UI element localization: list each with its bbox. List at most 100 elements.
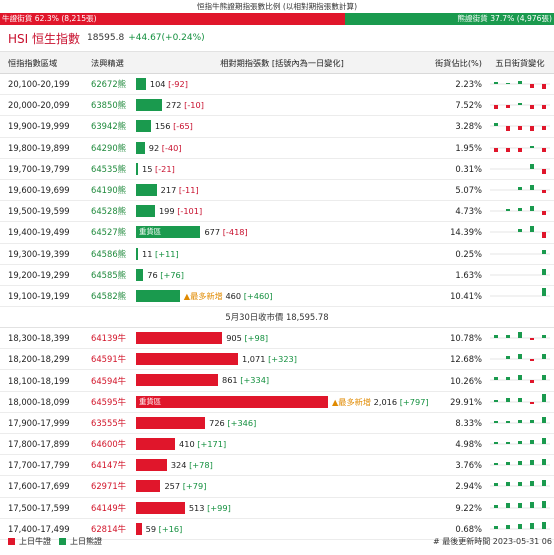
range-cell: 19,100-19,199 bbox=[8, 290, 70, 301]
spark-bar bbox=[494, 377, 498, 381]
product-code-link[interactable]: 64190熊 bbox=[85, 184, 136, 196]
product-code[interactable]: 64594牛 bbox=[91, 375, 127, 386]
spark-bar bbox=[542, 500, 546, 508]
product-code-link[interactable]: 64600牛 bbox=[85, 438, 136, 450]
contracts-number: 156 bbox=[154, 121, 171, 132]
product-code[interactable]: 64528熊 bbox=[91, 206, 127, 217]
spark-bar bbox=[530, 380, 534, 384]
five-day-spark bbox=[486, 138, 554, 158]
share-pct: 2.94% bbox=[455, 481, 482, 492]
spark-bar bbox=[542, 268, 546, 275]
spark-bar bbox=[530, 481, 534, 487]
range-cell: 19,400-19,499 bbox=[8, 227, 70, 238]
product-code[interactable]: 64586熊 bbox=[91, 248, 127, 259]
contracts-bar bbox=[136, 99, 162, 112]
daily-change: [+99] bbox=[207, 502, 231, 513]
product-code[interactable]: 64595牛 bbox=[91, 396, 127, 407]
bear-ratio-label: 熊證街貨 37.7% (4,976張) bbox=[457, 14, 552, 23]
daily-change: [+98] bbox=[244, 333, 269, 344]
product-code-link[interactable]: 64582熊 bbox=[85, 290, 136, 302]
share-pct: 3.28% bbox=[455, 121, 482, 132]
table-row: 19,500-19,599 64528熊 199 [-101] 4.73% bbox=[0, 201, 554, 223]
spark-chart bbox=[490, 287, 550, 297]
product-code-link[interactable]: 64149牛 bbox=[85, 502, 136, 514]
spark-bar bbox=[506, 502, 510, 508]
spark-bar bbox=[542, 168, 546, 174]
product-code[interactable]: 63850熊 bbox=[91, 100, 127, 111]
product-code-link[interactable]: 64595牛 bbox=[85, 396, 136, 408]
contracts-number: 460 bbox=[225, 290, 242, 301]
product-code-link[interactable]: 63555牛 bbox=[85, 417, 136, 429]
spark-bar bbox=[494, 147, 498, 152]
product-code-link[interactable]: 62814牛 bbox=[85, 523, 136, 535]
product-code[interactable]: 63942熊 bbox=[91, 121, 127, 132]
product-code[interactable]: 64585熊 bbox=[91, 269, 127, 280]
range-cell: 18,200-18,299 bbox=[8, 354, 70, 365]
contracts-value: 861 [+334] bbox=[222, 370, 269, 390]
spark-bar bbox=[542, 211, 546, 216]
spark-bar bbox=[494, 105, 498, 110]
contracts-bar bbox=[136, 374, 218, 387]
product-code-link[interactable]: 64586熊 bbox=[85, 248, 136, 260]
spark-bar bbox=[530, 501, 534, 508]
spark-bar bbox=[506, 126, 510, 132]
product-code-link[interactable]: 64528熊 bbox=[85, 205, 136, 217]
product-code[interactable]: 64582熊 bbox=[91, 290, 127, 301]
product-code-link[interactable]: 64147牛 bbox=[85, 459, 136, 471]
contracts-bar bbox=[136, 162, 138, 175]
product-code-link[interactable]: 64585熊 bbox=[85, 269, 136, 281]
contracts-value: 76 [+76] bbox=[147, 265, 184, 285]
five-day-spark bbox=[486, 349, 554, 369]
spark-bar bbox=[518, 147, 522, 152]
product-code-link[interactable]: 63942熊 bbox=[85, 120, 136, 132]
spark-bar bbox=[494, 420, 498, 423]
product-code[interactable]: 64527熊 bbox=[91, 227, 127, 238]
contracts-cell: 726 [+346] bbox=[136, 413, 428, 433]
product-code[interactable]: 62971牛 bbox=[91, 481, 127, 492]
index-name[interactable]: HSI 恒生指數 bbox=[8, 31, 80, 46]
product-code-link[interactable]: 62672熊 bbox=[85, 78, 136, 90]
product-code[interactable]: 64591牛 bbox=[91, 354, 127, 365]
product-code-link[interactable]: 64535熊 bbox=[85, 163, 136, 175]
five-day-spark bbox=[486, 116, 554, 136]
contracts-number: 905 bbox=[226, 333, 242, 344]
spark-bar bbox=[530, 338, 534, 341]
contracts-number: 92 bbox=[148, 142, 160, 153]
product-code-link[interactable]: 64290熊 bbox=[85, 142, 136, 154]
product-code[interactable]: 64149牛 bbox=[91, 502, 127, 513]
product-code[interactable]: 64147牛 bbox=[91, 460, 127, 471]
contracts-bar bbox=[136, 332, 223, 345]
product-code[interactable]: 63555牛 bbox=[91, 417, 127, 428]
contracts-cell: 重貨區 677 [-418] bbox=[136, 222, 428, 242]
product-code[interactable]: 64139牛 bbox=[91, 333, 127, 344]
product-code[interactable]: 64600牛 bbox=[91, 439, 127, 450]
five-day-spark bbox=[486, 95, 554, 115]
contracts-value: 11 [+11] bbox=[142, 244, 179, 264]
product-code[interactable]: 62814牛 bbox=[91, 523, 127, 534]
product-code-link[interactable]: 64139牛 bbox=[85, 332, 136, 344]
contracts-bar bbox=[136, 141, 145, 154]
header-code: 法興精選 bbox=[91, 57, 124, 68]
product-code-link[interactable]: 64591牛 bbox=[85, 353, 136, 365]
table-header: 恒指指數區域 法興精選 相對期指張數 [括號內為一日變化] 街貨佔比(%) 五日… bbox=[0, 51, 554, 74]
five-day-spark bbox=[486, 498, 554, 518]
range-cell: 19,800-19,899 bbox=[8, 142, 70, 153]
product-code-link[interactable]: 62971牛 bbox=[85, 480, 136, 492]
bull-bear-ratio-bar: 牛證街貨 62.3% (8,215張) 熊證街貨 37.7% (4,976張) bbox=[0, 13, 554, 25]
product-code-link[interactable]: 64594牛 bbox=[85, 375, 136, 387]
spark-chart bbox=[490, 480, 550, 487]
product-code[interactable]: 64190熊 bbox=[91, 185, 127, 196]
contracts-number: 104 bbox=[149, 79, 166, 89]
product-code[interactable]: 62672熊 bbox=[91, 79, 127, 90]
contracts-number: 217 bbox=[160, 184, 177, 195]
bull-ratio-fill bbox=[0, 13, 346, 25]
daily-change: [+76] bbox=[160, 269, 184, 280]
product-code[interactable]: 64290熊 bbox=[91, 142, 127, 153]
contracts-cell: 272 [-10] bbox=[136, 95, 428, 115]
product-code[interactable]: 64535熊 bbox=[91, 163, 127, 174]
table-row: 20,000-20,099 63850熊 272 [-10] 7.52% bbox=[0, 95, 554, 117]
spark-chart bbox=[490, 500, 550, 508]
table-row: 17,900-17,999 63555牛 726 [+346] 8.33% bbox=[0, 413, 554, 434]
product-code-link[interactable]: 64527熊 bbox=[85, 226, 136, 238]
product-code-link[interactable]: 63850熊 bbox=[85, 99, 136, 111]
